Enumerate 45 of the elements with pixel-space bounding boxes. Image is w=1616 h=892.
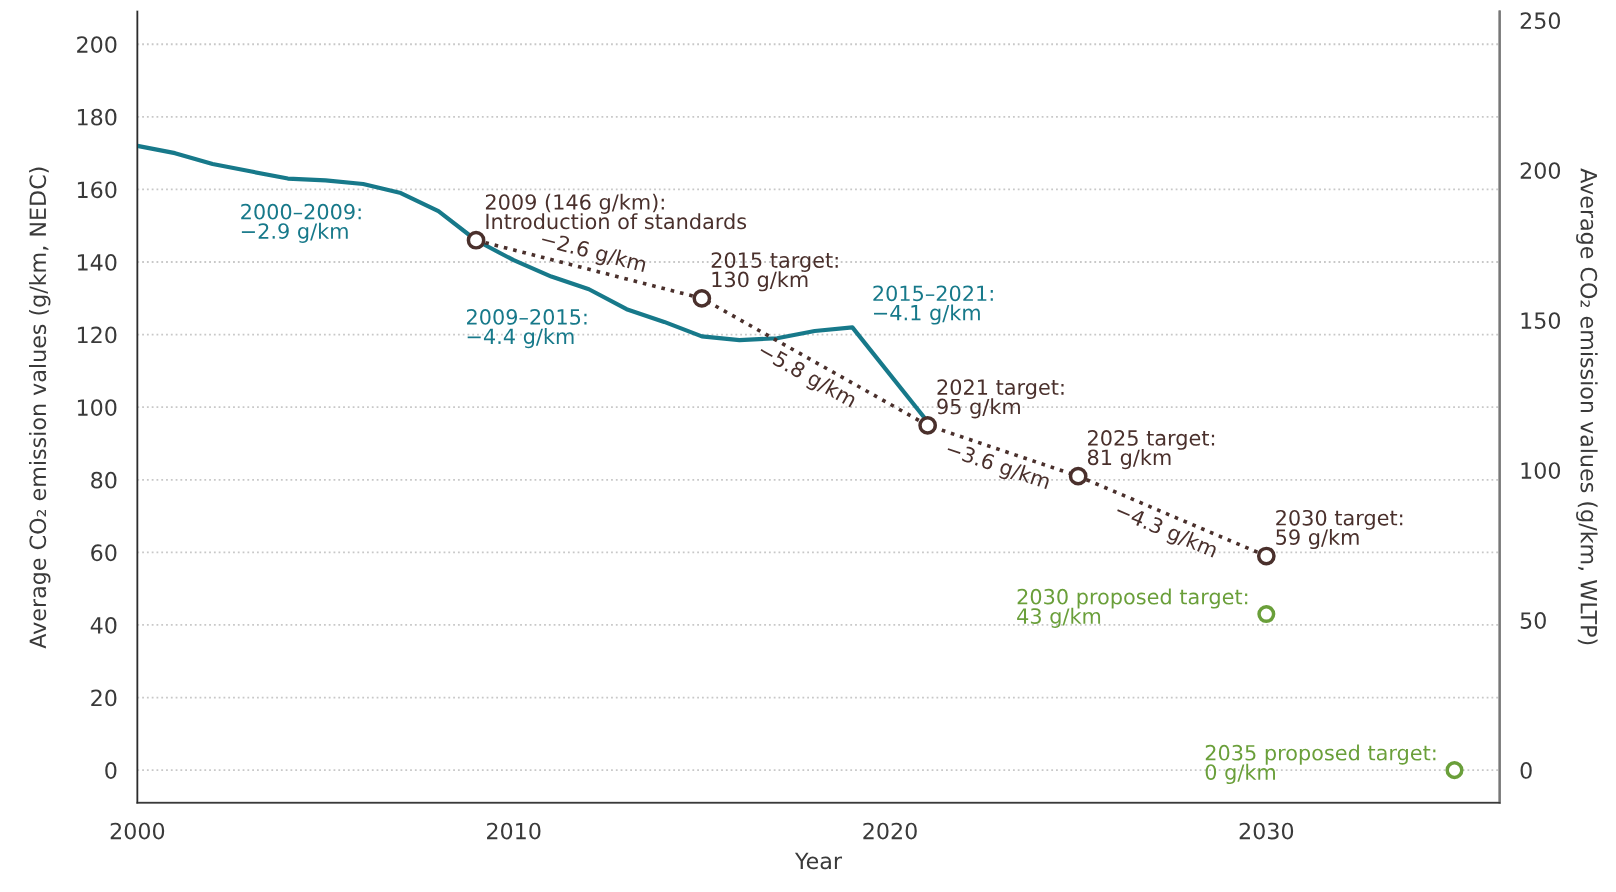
y-tick-label: 20 <box>91 689 117 707</box>
x-axis-title: Year <box>794 852 843 870</box>
y-tick-label: 120 <box>77 326 117 344</box>
y2-axis-title: Average CO₂ emission values (g/km, WLTP) <box>1576 168 1598 645</box>
y-tick-label: 80 <box>91 471 117 489</box>
annotation: 2000–2009: −2.9 g/km <box>241 203 361 243</box>
point <box>918 415 938 435</box>
annotation: 2021 target: 95 g/km <box>937 379 1064 419</box>
point <box>1445 761 1464 780</box>
y-axis-title: Average CO₂ emission values (g/km, NEDC) <box>28 167 51 649</box>
annotation: 2030 proposed target: 43 g/km <box>1017 588 1248 628</box>
annotation: 2009–2015: −4.4 g/km <box>467 309 587 349</box>
y-tick-label: 100 <box>77 399 117 416</box>
annotation: 2009 (146 g/km): Introduction of standards <box>485 193 747 230</box>
y-tick-label: 40 <box>90 616 117 634</box>
annotation: 2015–2021: −4.1 g/km <box>873 285 993 325</box>
y2-tick-label: 200 <box>1520 162 1561 180</box>
y-tick-label: 60 <box>91 544 117 562</box>
y-tick-label: 160 <box>77 181 117 199</box>
point <box>466 230 486 250</box>
y2-tick-label: 250 <box>1520 12 1561 30</box>
annotation: 2015 target: 130 g/km <box>711 252 838 292</box>
annotation: −3.6 g/km <box>944 440 1052 494</box>
x-tick-label: 2020 <box>863 822 917 840</box>
y-tick-label: 0 <box>105 762 117 779</box>
y2-tick-label: 50 <box>1520 612 1546 629</box>
y2-tick-label: 150 <box>1521 312 1561 329</box>
y2-tick-label: 100 <box>1521 462 1561 479</box>
x-tick-label: 2010 <box>487 822 541 840</box>
annotation: 2030 target: 59 g/km <box>1276 509 1403 550</box>
annotation: −4.3 g/km <box>1113 501 1219 562</box>
point <box>692 288 712 308</box>
y2-tick-label: 0 <box>1520 762 1532 779</box>
y-tick-label: 200 <box>77 36 117 54</box>
y-tick-label: 180 <box>77 108 117 126</box>
annotation: 2025 target: 81 g/km <box>1087 430 1215 470</box>
y-tick-label: 140 <box>77 253 117 271</box>
point <box>1068 466 1088 486</box>
point <box>1257 605 1276 624</box>
annotation: 2035 proposed target: 0 g/km <box>1205 744 1436 785</box>
point <box>1256 546 1276 566</box>
x-tick-label: 2000 <box>110 822 165 840</box>
annotation: −2.6 g/km <box>539 230 648 277</box>
x-tick-label: 2030 <box>1239 822 1294 840</box>
annotation: −5.8 g/km <box>755 341 858 412</box>
